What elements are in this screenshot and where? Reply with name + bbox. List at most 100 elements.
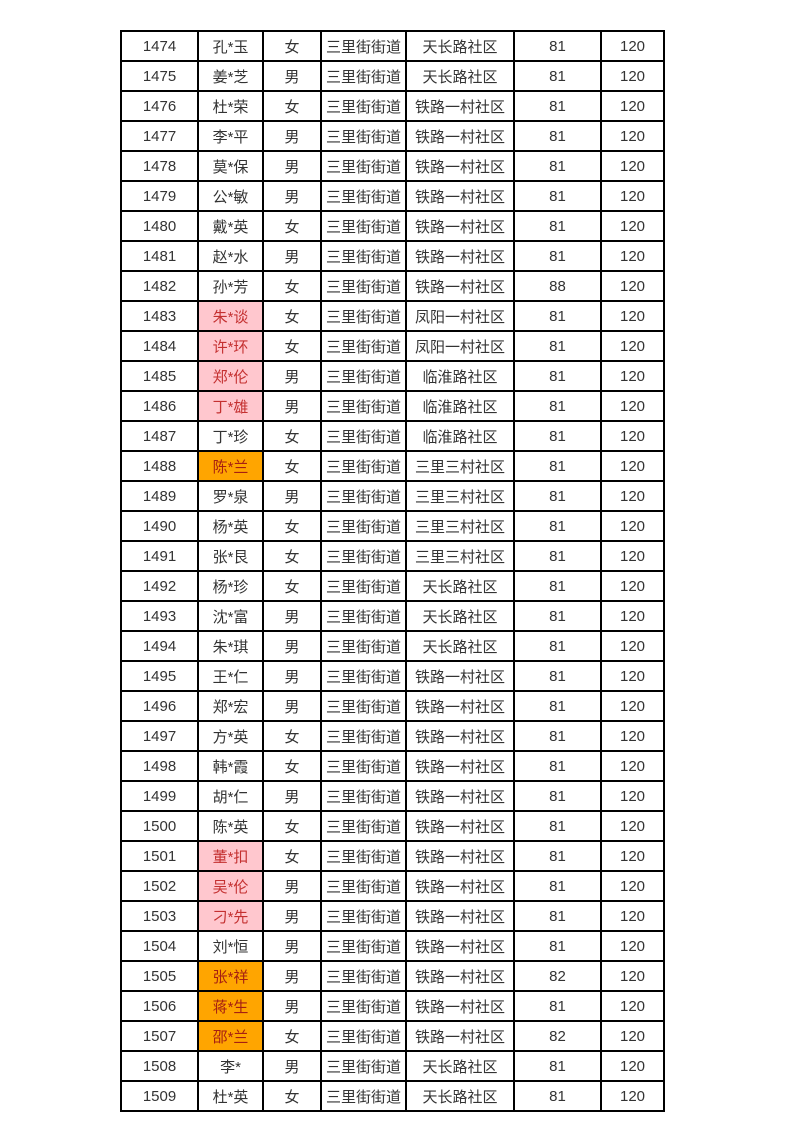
cell-score-2: 120	[600, 840, 665, 872]
cell-score-1: 81	[513, 300, 602, 332]
cell-street: 三里街街道	[320, 780, 407, 812]
table-row: 1478 莫*保 男 三里街街道 铁路一村社区 81 120	[120, 150, 665, 182]
table-row: 1486 丁*雄 男 三里街街道 临淮路社区 81 120	[120, 390, 665, 422]
cell-serial-number: 1487	[120, 420, 199, 452]
cell-community: 铁路一村社区	[405, 990, 515, 1022]
cell-street: 三里街街道	[320, 1020, 407, 1052]
table-row: 1499 胡*仁 男 三里街街道 铁路一村社区 81 120	[120, 780, 665, 812]
cell-score-2: 120	[600, 960, 665, 992]
cell-gender: 女	[262, 210, 322, 242]
table-row: 1477 李*平 男 三里街街道 铁路一村社区 81 120	[120, 120, 665, 152]
table-container: 1474 孔*玉 女 三里街街道 天长路社区 81 120 1475 姜*芝 男…	[120, 30, 665, 1112]
cell-community: 铁路一村社区	[405, 660, 515, 692]
table-row: 1501 董*扣 女 三里街街道 铁路一村社区 81 120	[120, 840, 665, 872]
cell-gender: 女	[262, 1080, 322, 1112]
cell-score-2: 120	[600, 300, 665, 332]
cell-score-1: 81	[513, 840, 602, 872]
table-row: 1482 孙*芳 女 三里街街道 铁路一村社区 88 120	[120, 270, 665, 302]
cell-community: 天长路社区	[405, 1050, 515, 1082]
cell-gender: 男	[262, 60, 322, 92]
cell-score-2: 120	[600, 1020, 665, 1052]
cell-gender: 男	[262, 180, 322, 212]
cell-score-1: 81	[513, 810, 602, 842]
cell-serial-number: 1509	[120, 1080, 199, 1112]
cell-score-2: 120	[600, 480, 665, 512]
cell-score-2: 120	[600, 270, 665, 302]
cell-score-1: 81	[513, 510, 602, 542]
cell-community: 天长路社区	[405, 60, 515, 92]
cell-score-2: 120	[600, 330, 665, 362]
cell-gender: 女	[262, 750, 322, 782]
cell-score-1: 82	[513, 1020, 602, 1052]
cell-community: 铁路一村社区	[405, 90, 515, 122]
cell-person-name: 罗*泉	[197, 480, 264, 512]
table-row: 1491 张*艮 女 三里街街道 三里三村社区 81 120	[120, 540, 665, 572]
cell-score-2: 120	[600, 360, 665, 392]
cell-score-1: 81	[513, 930, 602, 962]
cell-serial-number: 1504	[120, 930, 199, 962]
cell-serial-number: 1481	[120, 240, 199, 272]
cell-person-name: 朱*谈	[197, 300, 264, 332]
table-row: 1502 吴*伦 男 三里街街道 铁路一村社区 81 120	[120, 870, 665, 902]
cell-community: 天长路社区	[405, 570, 515, 602]
cell-score-1: 81	[513, 1050, 602, 1082]
cell-person-name: 刘*恒	[197, 930, 264, 962]
cell-score-2: 120	[600, 690, 665, 722]
cell-serial-number: 1497	[120, 720, 199, 752]
cell-serial-number: 1496	[120, 690, 199, 722]
cell-street: 三里街街道	[320, 810, 407, 842]
cell-person-name: 李*平	[197, 120, 264, 152]
cell-gender: 女	[262, 30, 322, 62]
table-row: 1500 陈*英 女 三里街街道 铁路一村社区 81 120	[120, 810, 665, 842]
cell-community: 铁路一村社区	[405, 750, 515, 782]
cell-community: 铁路一村社区	[405, 150, 515, 182]
cell-street: 三里街街道	[320, 930, 407, 962]
table-row: 1495 王*仁 男 三里街街道 铁路一村社区 81 120	[120, 660, 665, 692]
cell-serial-number: 1491	[120, 540, 199, 572]
cell-score-2: 120	[600, 150, 665, 182]
cell-street: 三里街街道	[320, 270, 407, 302]
cell-score-2: 120	[600, 900, 665, 932]
cell-community: 铁路一村社区	[405, 210, 515, 242]
cell-score-2: 120	[600, 990, 665, 1022]
cell-score-1: 81	[513, 420, 602, 452]
cell-street: 三里街街道	[320, 420, 407, 452]
cell-score-1: 81	[513, 450, 602, 482]
cell-gender: 女	[262, 330, 322, 362]
cell-gender: 女	[262, 90, 322, 122]
cell-person-name: 董*扣	[197, 840, 264, 872]
cell-person-name: 胡*仁	[197, 780, 264, 812]
table-row: 1488 陈*兰 女 三里街街道 三里三村社区 81 120	[120, 450, 665, 482]
cell-street: 三里街街道	[320, 1080, 407, 1112]
cell-serial-number: 1486	[120, 390, 199, 422]
cell-gender: 男	[262, 630, 322, 662]
cell-score-2: 120	[600, 1080, 665, 1112]
cell-person-name: 姜*芝	[197, 60, 264, 92]
cell-serial-number: 1480	[120, 210, 199, 242]
cell-score-2: 120	[600, 1050, 665, 1082]
cell-street: 三里街街道	[320, 630, 407, 662]
table-row: 1485 郑*伦 男 三里街街道 临淮路社区 81 120	[120, 360, 665, 392]
cell-serial-number: 1507	[120, 1020, 199, 1052]
table-row: 1487 丁*珍 女 三里街街道 临淮路社区 81 120	[120, 420, 665, 452]
cell-serial-number: 1499	[120, 780, 199, 812]
cell-score-1: 81	[513, 360, 602, 392]
cell-score-2: 120	[600, 870, 665, 902]
cell-person-name: 杜*英	[197, 1080, 264, 1112]
cell-street: 三里街街道	[320, 390, 407, 422]
cell-serial-number: 1475	[120, 60, 199, 92]
cell-street: 三里街街道	[320, 990, 407, 1022]
cell-gender: 男	[262, 780, 322, 812]
cell-person-name: 陈*兰	[197, 450, 264, 482]
cell-score-1: 81	[513, 30, 602, 62]
cell-score-2: 120	[600, 780, 665, 812]
cell-score-2: 120	[600, 720, 665, 752]
cell-gender: 女	[262, 300, 322, 332]
cell-score-2: 120	[600, 120, 665, 152]
cell-street: 三里街街道	[320, 240, 407, 272]
cell-street: 三里街街道	[320, 360, 407, 392]
cell-score-1: 81	[513, 120, 602, 152]
cell-street: 三里街街道	[320, 660, 407, 692]
cell-serial-number: 1506	[120, 990, 199, 1022]
cell-gender: 男	[262, 360, 322, 392]
